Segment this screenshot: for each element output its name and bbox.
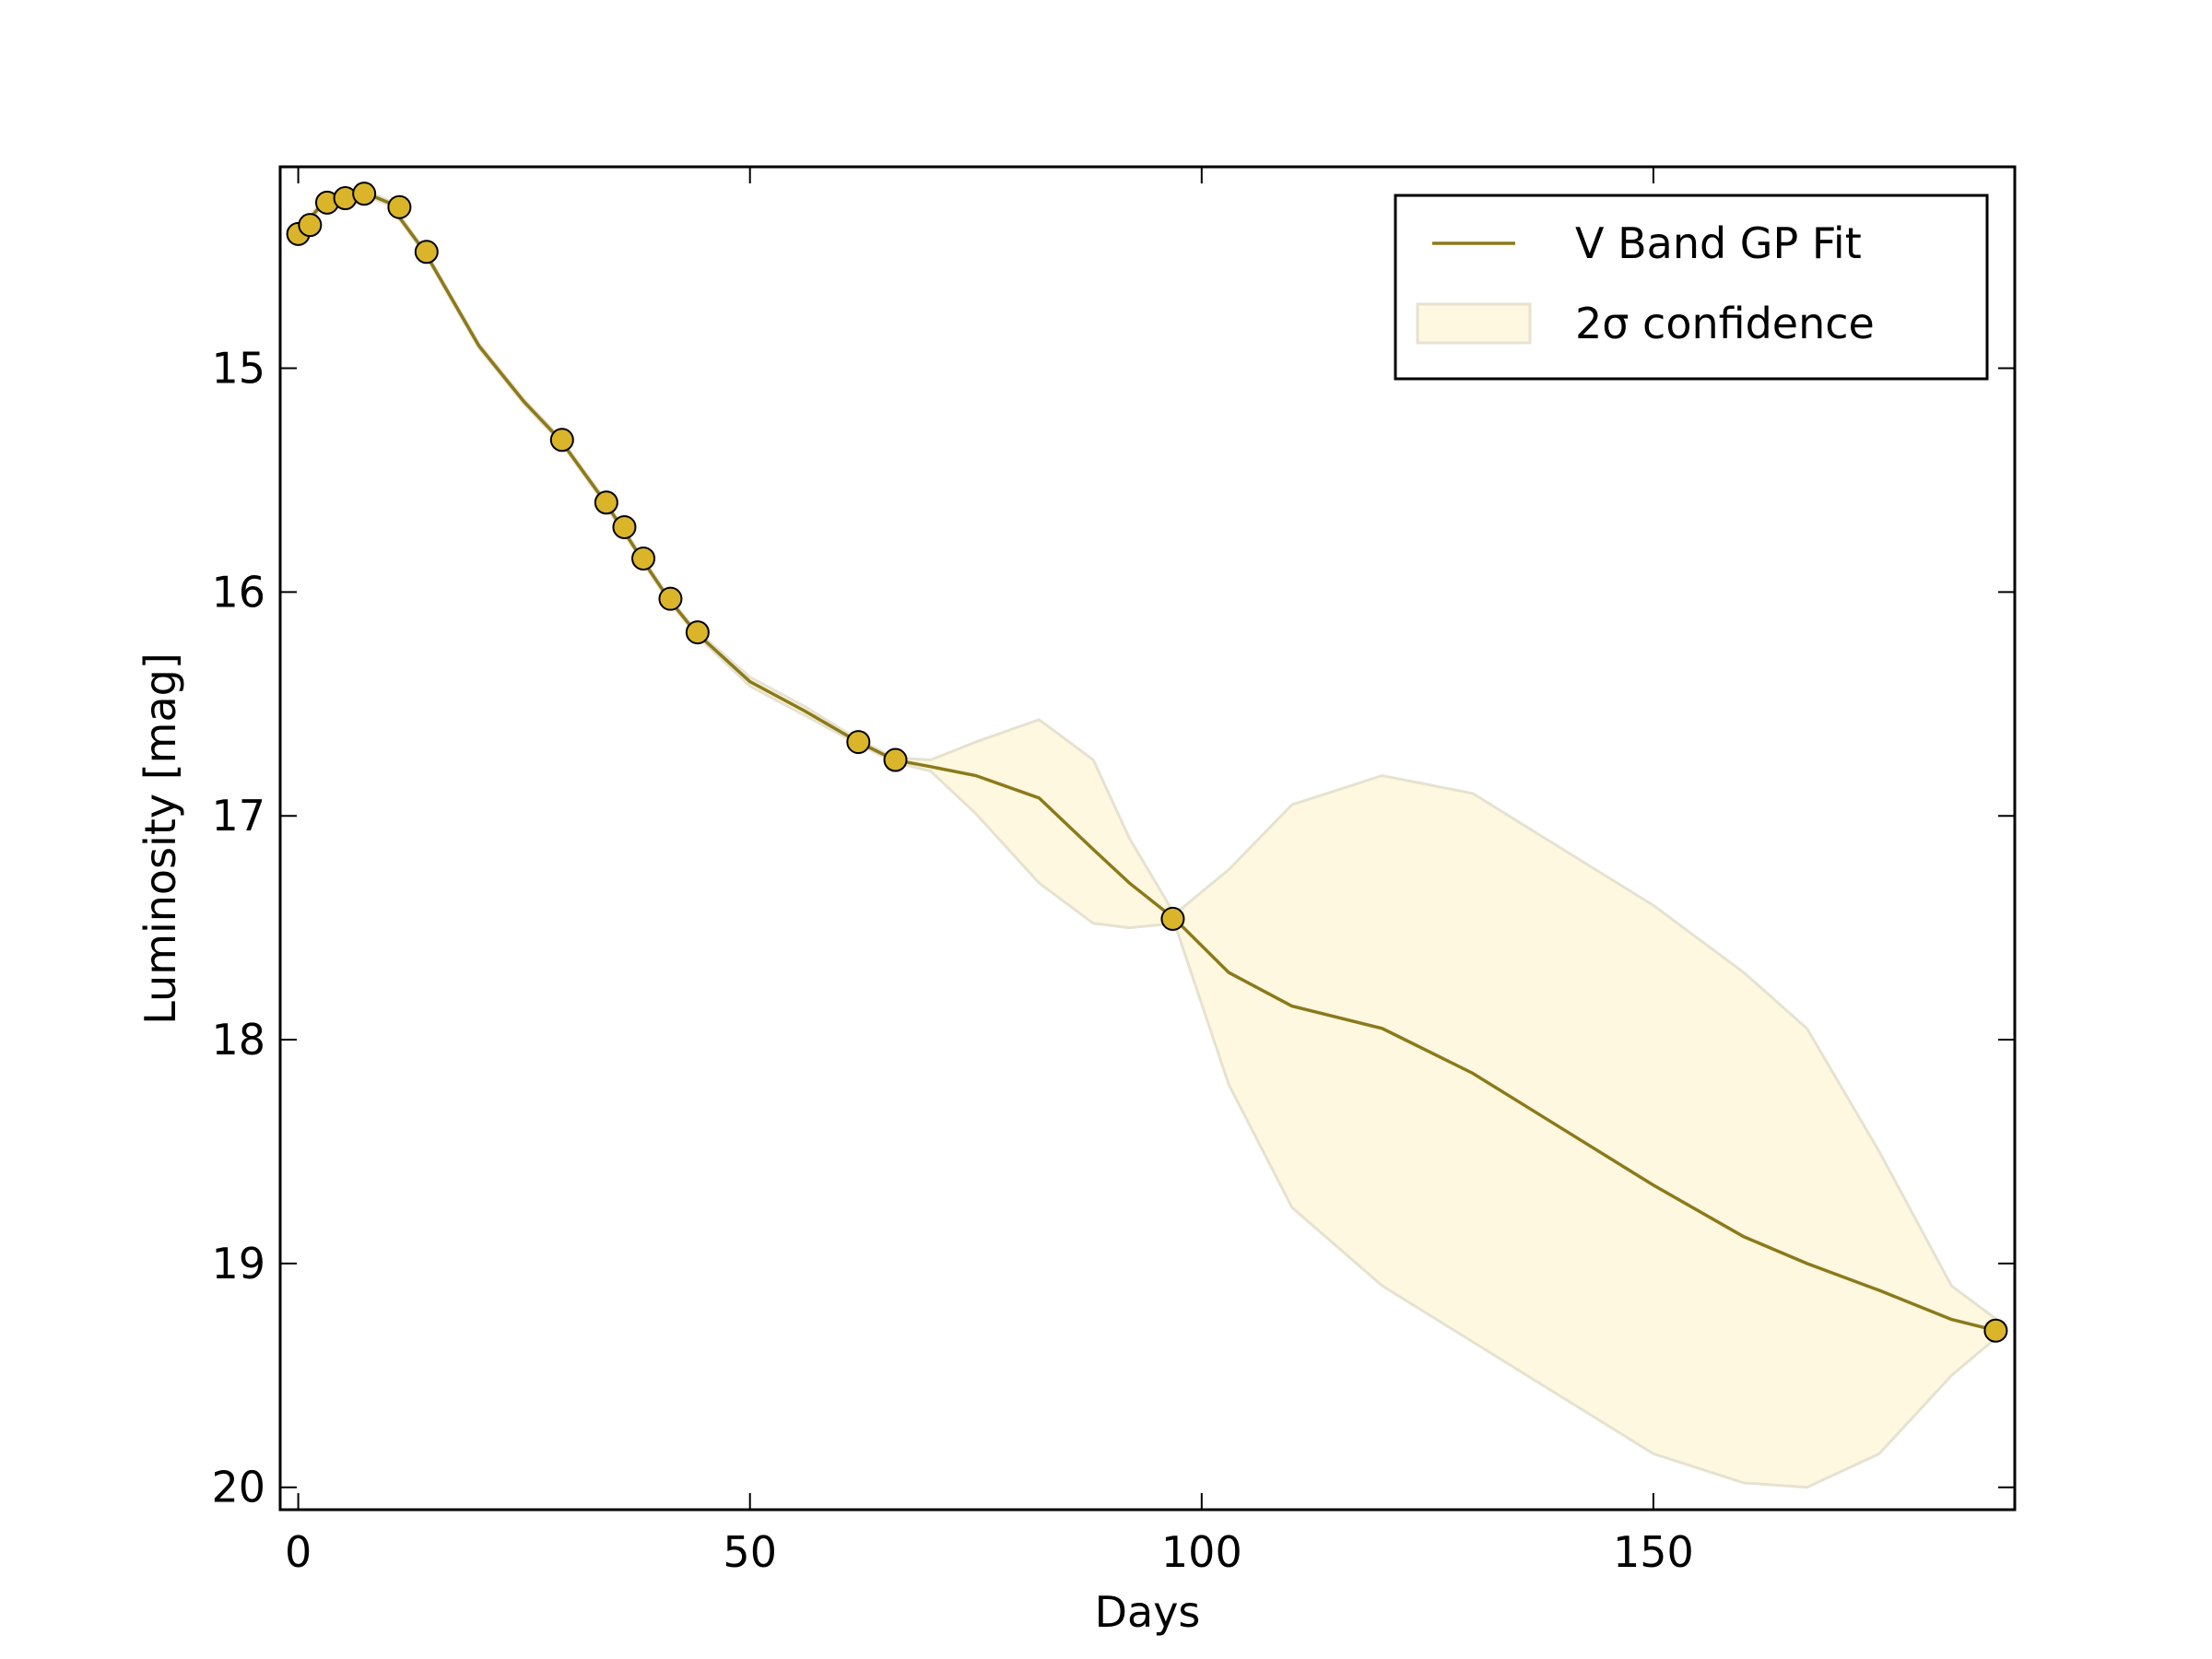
legend-box: [1394, 194, 1989, 381]
y-tick-label: 18: [211, 1015, 265, 1065]
legend-label: 2σ confidence: [1575, 299, 1875, 348]
y-axis-label: Luminosity [mag]: [135, 653, 185, 1025]
x-tick-label: 50: [723, 1527, 777, 1577]
y-tick-label: 15: [211, 344, 265, 394]
data-point: [387, 194, 412, 219]
data-point: [594, 490, 618, 515]
y-tick-label: 20: [211, 1463, 265, 1512]
data-point: [1983, 1318, 2008, 1343]
confidence-band: [297, 187, 1998, 1489]
data-point: [298, 213, 323, 238]
legend-label: V Band GP Fit: [1575, 218, 1862, 268]
x-axis-label: Days: [1095, 1587, 1201, 1637]
data-point: [612, 514, 637, 539]
data-point: [631, 546, 656, 571]
x-tick-label: 150: [1613, 1527, 1694, 1577]
y-tick-label: 19: [211, 1239, 265, 1288]
data-point: [658, 586, 683, 611]
plot-frame: [278, 165, 2017, 1512]
data-point: [549, 428, 574, 453]
x-tick-label: 100: [1161, 1527, 1242, 1577]
data-point: [1160, 906, 1185, 931]
data-point: [883, 747, 908, 772]
data-point: [685, 620, 710, 645]
legend-swatch: [1416, 302, 1532, 345]
data-point: [414, 240, 439, 265]
data-point: [846, 730, 871, 755]
fit-line: [297, 189, 1997, 1333]
x-tick-label: 0: [285, 1527, 312, 1577]
y-tick-label: 17: [211, 791, 265, 841]
data-point: [352, 182, 377, 206]
y-tick-label: 16: [211, 567, 265, 617]
